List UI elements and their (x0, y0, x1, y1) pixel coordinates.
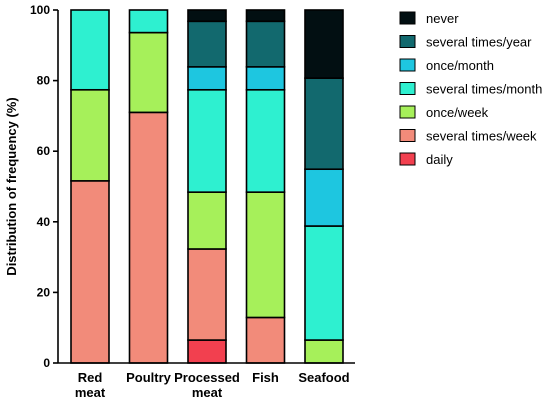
bar-segment-red-meat-several-times-week (70, 180, 110, 364)
legend: never several times/year once/month several… (399, 11, 542, 167)
bar-segment-fish-several-times-month (245, 88, 286, 193)
x-axis: Red meat Poultry Processed meat Fish Seafood (58, 362, 355, 400)
bar-segment-fish-never (245, 9, 286, 23)
bar-segment-processed-meat-once-month (187, 66, 227, 91)
x-tick-label-poultry: Poultry (126, 370, 172, 385)
x-tick-label-red-meat: Red meat (75, 370, 106, 400)
legend-label-several-times-month: several times/month (426, 82, 542, 97)
legend-label-daily: daily (426, 152, 453, 167)
bar-segment-processed-meat-never (187, 9, 227, 23)
y-axis-title: Distribution of frequency (%) (4, 97, 19, 275)
legend-label-once-month: once/month (426, 58, 494, 73)
y-tick-label-100: 100 (30, 3, 50, 17)
legend-swatch-once-week (399, 105, 416, 119)
legend-swatch-several-times-year (399, 35, 416, 48)
bar-segment-fish-several-times-week (245, 316, 286, 364)
legend-swatch-never (399, 11, 416, 25)
bar-segment-red-meat-several-times-month (70, 9, 110, 91)
y-tick-label-60: 60 (37, 144, 51, 158)
bar-segment-red-meat-once-week (70, 88, 110, 182)
x-tick-label-fish: Fish (252, 370, 279, 385)
legend-label-never: never (426, 11, 459, 26)
legend-swatch-once-month (399, 58, 416, 72)
y-tick-label-80: 80 (37, 74, 51, 88)
y-tick-label-40: 40 (37, 215, 51, 229)
bar-segment-seafood-several-times-month (304, 225, 344, 341)
bar-segment-seafood-never (304, 9, 344, 79)
y-tick-label-20: 20 (37, 285, 51, 299)
legend-swatch-daily (399, 152, 416, 166)
bar-segment-fish-once-week (245, 191, 286, 319)
plot-area (70, 9, 344, 364)
y-axis: 0 20 40 60 80 100 (30, 3, 59, 370)
bar-segment-processed-meat-daily (187, 339, 227, 364)
legend-swatch-several-times-month (399, 82, 416, 95)
y-tick-label-0: 0 (43, 356, 50, 370)
bar-segment-poultry-once-week (128, 31, 169, 114)
bar-segment-processed-meat-several-times-month (187, 88, 227, 193)
legend-swatch-several-times-week (399, 129, 416, 142)
legend-label-several-times-week: several times/week (426, 129, 537, 144)
x-tick-label-processed-meat: Processed meat (174, 370, 240, 400)
bar-segment-poultry-several-times-month (128, 9, 169, 34)
bar-segment-seafood-once-month (304, 168, 344, 227)
bar-segment-fish-once-month (245, 66, 286, 91)
bar-segment-seafood-several-times-year (304, 77, 344, 171)
bar-segment-poultry-several-times-week (128, 111, 169, 364)
x-tick-label-seafood: Seafood (298, 370, 349, 385)
bar-segment-processed-meat-several-times-year (187, 20, 227, 68)
legend-label-once-week: once/week (426, 105, 489, 120)
bar-segment-fish-several-times-year (245, 20, 286, 68)
bar-segment-seafood-once-week (304, 339, 344, 364)
bar-segment-processed-meat-several-times-week (187, 248, 227, 341)
bar-segment-processed-meat-once-week (187, 191, 227, 250)
legend-label-several-times-year: several times/year (426, 35, 532, 50)
